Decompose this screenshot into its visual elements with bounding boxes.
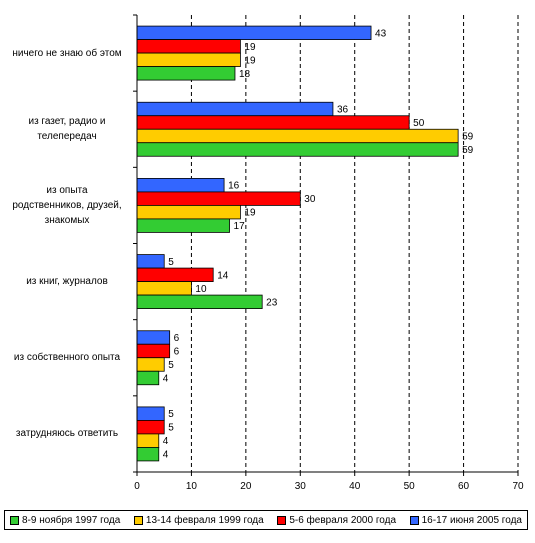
legend-item: 5-6 февраля 2000 года (277, 515, 396, 526)
data-label: 30 (304, 194, 316, 205)
data-label: 4 (163, 374, 169, 385)
x-tick-label: 40 (349, 481, 361, 492)
data-label: 18 (239, 69, 251, 80)
bar (136, 447, 160, 462)
legend-label: 8-9 ноября 1997 года (22, 514, 121, 526)
data-label: 23 (266, 297, 278, 308)
legend-label: 13-14 февраля 1999 года (145, 514, 264, 526)
category-label: из книг, журналов (0, 274, 134, 289)
category-label-line: из собственного опыта (13, 352, 121, 364)
x-tick-label: 30 (295, 481, 307, 492)
bar (136, 25, 372, 40)
data-label: 36 (337, 105, 349, 116)
category-label-line: ничего не знаю об этом (12, 47, 122, 59)
bar (136, 281, 192, 296)
bar (136, 370, 160, 386)
bar (136, 191, 301, 206)
data-label: 5 (168, 257, 174, 268)
category-label: из собственного опыта (0, 350, 134, 365)
category-label: из опыта родственников, друзей, знакомых (0, 183, 134, 228)
bar (136, 101, 334, 117)
x-tick-label: 70 (512, 481, 524, 492)
x-tick-label: 50 (404, 481, 416, 492)
category-label-line: родственников, друзей, (12, 199, 122, 211)
bar (136, 357, 165, 372)
data-label: 16 (228, 181, 240, 192)
legend-label: 5-6 февраля 2000 года (289, 514, 397, 526)
category-label-line: из книг, журналов (26, 276, 108, 288)
x-tick-label: 60 (458, 481, 470, 492)
bar (136, 218, 230, 233)
data-label: 5 (168, 423, 174, 434)
bar (136, 66, 236, 81)
data-label: 43 (375, 28, 387, 39)
x-tick-label: 10 (186, 481, 198, 492)
bar (136, 205, 241, 220)
data-label: 59 (462, 132, 474, 143)
data-label: 6 (174, 333, 180, 344)
category-label-line: из опыта (46, 184, 88, 196)
category-label: ничего не знаю об этом (0, 46, 134, 61)
bar (136, 254, 165, 269)
data-label: 6 (174, 347, 180, 358)
legend-swatch (409, 515, 419, 525)
bar (136, 128, 459, 144)
data-label: 17 (234, 221, 246, 232)
bar (136, 343, 171, 359)
plot-area (137, 15, 518, 472)
data-label: 10 (195, 284, 207, 295)
data-label: 5 (168, 360, 174, 371)
chart-legend: 8-9 ноября 1997 года 13-14 февраля 1999 г… (4, 510, 528, 530)
bar (136, 330, 171, 345)
data-label: 4 (163, 436, 169, 447)
data-label: 19 (244, 42, 256, 53)
category-label: из газет, радио и телепередач (0, 114, 134, 144)
data-label: 59 (462, 145, 474, 156)
chart-area: 43 19 19 18 36 50 59 59 16 30 19 17 5 14 10 23 6 6 5 4 5 5 4 4 0… (0, 14, 524, 492)
x-tick-label: 0 (134, 481, 140, 492)
bar (136, 420, 165, 435)
legend-label: 16-17 июня 2005 года (421, 514, 522, 526)
data-label: 4 (163, 450, 169, 461)
bar (136, 267, 214, 282)
category-label-line: затрудняюсь ответить (15, 428, 119, 440)
bar (136, 142, 459, 157)
legend-swatch (133, 515, 143, 525)
legend-item: 8-9 ноября 1997 года (10, 515, 120, 526)
legend-swatch (277, 515, 287, 525)
category-label-line: телепередач (37, 131, 97, 143)
data-label: 19 (244, 208, 256, 219)
bar-chart: 4319191836505959163019175141023665455440… (133, 14, 524, 492)
bar (136, 294, 263, 309)
bar (136, 178, 225, 193)
bar (136, 406, 165, 421)
bar (136, 115, 410, 130)
data-label: 19 (244, 55, 256, 66)
legend-item: 16-17 июня 2005 года (409, 514, 522, 526)
bar (136, 39, 241, 54)
category-label-line: из газет, радио и (28, 116, 106, 128)
data-label: 5 (168, 409, 174, 420)
category-label: затрудняюсь ответить (0, 426, 134, 441)
data-label: 50 (413, 118, 425, 129)
data-label: 14 (217, 270, 229, 281)
x-tick-label: 20 (240, 481, 252, 492)
category-label-line: знакомых (44, 214, 90, 226)
bar (136, 52, 241, 67)
legend-item: 13-14 февраля 1999 года (133, 514, 264, 526)
legend-swatch (10, 515, 19, 525)
bar (136, 433, 160, 448)
